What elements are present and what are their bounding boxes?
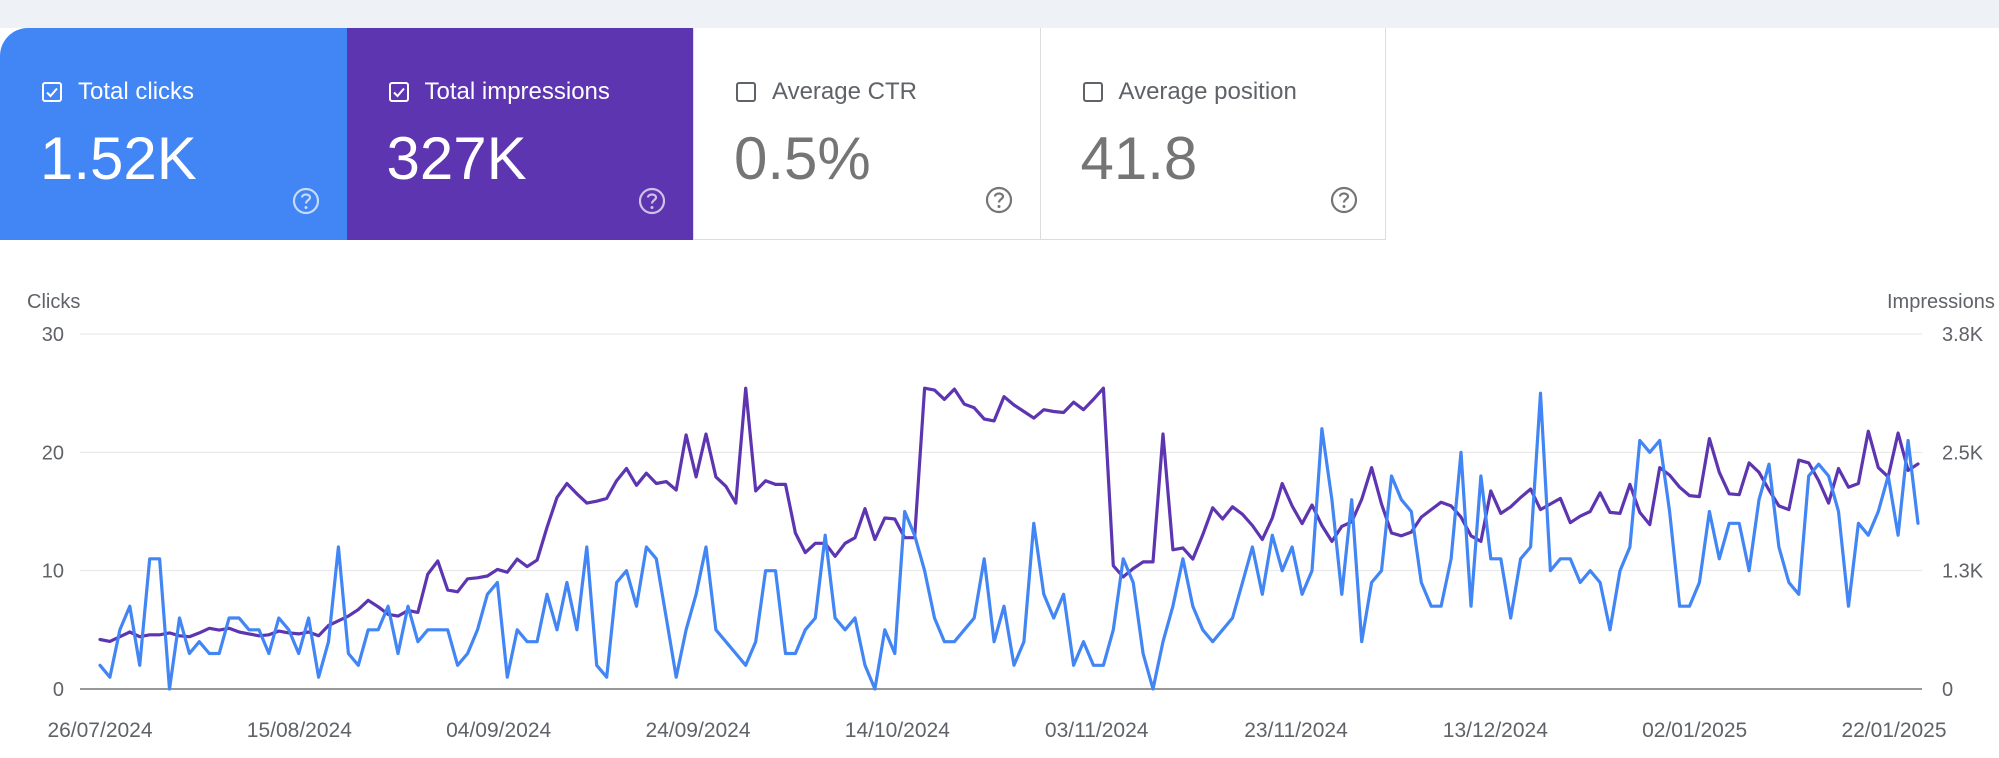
x-tick-label: 26/07/2024 [47, 719, 152, 742]
chart-axes: 0 10 20 30 0 1.3K 2.5K 3.8K Clicks Impressions 26/… [27, 291, 1995, 742]
help-circle-icon[interactable] [637, 186, 667, 216]
total-clicks-value: 1.52K [40, 125, 197, 192]
checkmark-icon [392, 87, 405, 98]
average-ctr-checkbox[interactable] [736, 82, 756, 102]
average-ctr-label: Average CTR [772, 78, 917, 105]
metric-cards: Total clicks 1.52K Total impressions 327… [0, 28, 1386, 240]
total-clicks-checkbox[interactable] [42, 82, 62, 102]
x-tick-label: 22/01/2025 [1841, 719, 1946, 742]
help-circle-icon[interactable] [291, 186, 321, 216]
left-axis-title: Clicks [27, 291, 80, 313]
average-ctr-header: Average CTR [736, 78, 917, 106]
performance-chart: 0 10 20 30 0 1.3K 2.5K 3.8K Clicks Impressions 26/… [27, 291, 1995, 742]
average-position-header: Average position [1082, 78, 1297, 106]
x-tick-label: 15/08/2024 [247, 719, 352, 742]
left-tick-label: 30 [42, 324, 64, 346]
average-position-card[interactable]: Average position 41.8 [1039, 28, 1386, 240]
chart-grid [80, 333, 1922, 690]
x-tick-label: 02/01/2025 [1642, 719, 1747, 742]
help-circle-icon[interactable] [984, 185, 1014, 215]
total-impressions-label: Total impressions [424, 78, 610, 105]
left-tick-label: 0 [53, 679, 64, 701]
total-impressions-header: Total impressions [388, 78, 610, 106]
right-tick-label: 3.8K [1942, 324, 1984, 346]
chart-lines [98, 386, 1920, 691]
right-tick-label: 0 [1942, 679, 1953, 701]
checkmark-icon [46, 87, 58, 98]
average-ctr-value: 0.5% [734, 125, 871, 192]
total-clicks-card[interactable]: Total clicks 1.52K [0, 28, 347, 240]
x-tick-label: 24/09/2024 [645, 719, 750, 742]
average-position-value: 41.8 [1080, 125, 1198, 192]
total-clicks-label: Total clicks [78, 78, 195, 105]
x-tick-label: 13/12/2024 [1443, 719, 1548, 742]
right-tick-label: 1.3K [1942, 561, 1984, 583]
impressions-series-line [98, 386, 1920, 644]
x-tick-label: 04/09/2024 [446, 719, 551, 742]
x-tick-label: 03/11/2024 [1045, 719, 1149, 742]
x-tick-label: 14/10/2024 [845, 719, 950, 742]
total-impressions-card[interactable]: Total impressions 327K [346, 28, 693, 240]
total-impressions-checkbox[interactable] [388, 82, 409, 102]
average-position-label: Average position [1118, 78, 1297, 105]
left-tick-label: 10 [42, 561, 64, 583]
help-circle-icon[interactable] [1329, 185, 1359, 215]
right-axis-title: Impressions [1887, 291, 1995, 313]
x-tick-label: 23/11/2024 [1244, 719, 1348, 742]
top-band [0, 0, 1999, 28]
average-ctr-card[interactable]: Average CTR 0.5% [693, 28, 1040, 240]
right-tick-label: 2.5K [1942, 442, 1984, 464]
total-clicks-header: Total clicks [42, 78, 194, 106]
left-tick-label: 20 [42, 442, 64, 464]
total-impressions-value: 327K [386, 125, 527, 192]
clicks-series-line [98, 391, 1920, 691]
average-position-checkbox[interactable] [1082, 82, 1103, 102]
